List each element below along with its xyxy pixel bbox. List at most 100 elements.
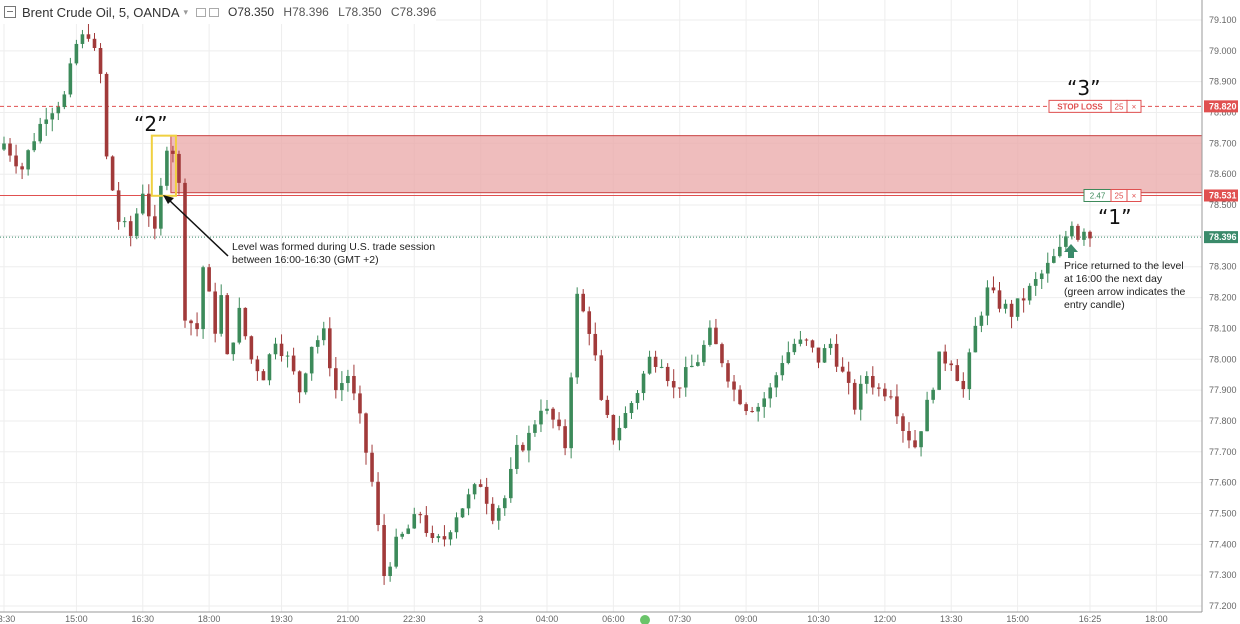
candle-body [623,413,628,428]
time-tick-label: 10:30 [807,614,830,624]
candle-body [309,346,314,374]
candle-body [702,344,706,363]
position-qty[interactable]: 25 [1115,191,1124,200]
candle-body [557,419,561,427]
candle-body [430,533,435,539]
candle-body [466,494,471,509]
candle-body [147,193,151,217]
annotation-label-3: “3” [1067,76,1101,100]
candle-body [822,348,827,363]
candle-body [943,351,947,364]
candle-body [1082,231,1086,240]
candle-body [1064,236,1068,247]
candle-body [515,444,519,469]
chevron-down-icon[interactable]: ▾ [183,6,189,17]
candle-body [629,403,634,414]
candle-body [641,373,646,394]
candle-body [901,416,905,432]
time-tick-label: 15:00 [1006,614,1029,624]
candle-body [134,213,139,236]
candle-body [171,150,175,154]
candle-body [128,221,133,236]
price-tick-label: 79.000 [1209,46,1237,56]
candle-body [315,340,320,347]
indicator-icon[interactable] [209,7,220,17]
candle-body [768,387,773,399]
price-tick-label: 77.600 [1209,478,1237,488]
symbol-title[interactable]: Brent Crude Oil, 5, OANDA [22,4,180,20]
candle-body [913,440,917,448]
position-close-button[interactable]: × [1132,191,1137,200]
candle-body [871,376,875,388]
candle-body [364,413,368,453]
candle-body [352,375,356,394]
candle-body [665,366,670,382]
time-tick-label: 22:30 [403,614,426,624]
chart-grid [0,0,1202,612]
settings-icon[interactable] [196,7,207,17]
close-value: C78.396 [390,5,437,19]
candle-body [484,486,489,504]
candle-body [237,307,242,343]
time-tick-label: 09:00 [735,614,758,624]
candle-body [720,344,724,364]
candle-body [563,426,567,449]
candle-body [74,43,79,64]
candle-body [225,295,230,355]
candle-body [810,340,815,348]
candle-body [328,328,332,369]
entry-arrow-shape [1064,244,1078,258]
candle-body [388,566,392,577]
time-tick-label: 19:30 [270,614,293,624]
current-price-label: 78.396 [1209,232,1237,242]
candle-body [949,363,954,366]
candle-body [931,389,935,400]
candle-body [321,328,326,341]
high-value: H78.396 [283,5,329,19]
candle-body [738,389,742,405]
candle-body [750,411,754,413]
candle-body [708,327,712,345]
candle-body [997,290,1002,309]
stop-close-button[interactable]: × [1132,102,1137,111]
candle-body [864,376,869,384]
time-tick-label: 16:25 [1079,614,1102,624]
candle-body [1070,225,1074,237]
candle-body [1088,231,1092,239]
collapse-icon[interactable] [4,6,16,18]
candle-body [683,367,688,388]
candle-body [207,267,211,292]
candle-body [1003,303,1008,309]
stop-loss-label[interactable]: STOP LOSS [1057,102,1103,111]
resistance-zone [170,135,1203,194]
candle-body [358,393,362,414]
candle-body [599,355,604,400]
candle-body [816,347,821,363]
position-pl[interactable]: 2.47 [1090,191,1106,200]
candle-body [539,410,543,425]
price-tick-label: 78.900 [1209,77,1237,87]
candle-body [478,484,483,487]
candle-body [412,514,417,529]
level-price-label: 78.531 [1209,190,1237,200]
candle-body [846,371,851,383]
time-tick-label: 3 [478,614,483,624]
candle-body [394,536,398,567]
time-tick-label: 12:00 [874,614,897,624]
candle-body [195,323,199,330]
price-tick-label: 78.300 [1209,262,1237,272]
candle-body [255,359,260,372]
candle-body [671,381,676,388]
candle-body [334,368,338,391]
candle-body [177,153,181,183]
candle-body [159,185,163,229]
price-tick-label: 77.800 [1209,416,1237,426]
candle-body [581,293,585,312]
candle-body [26,150,30,170]
candle-body [400,533,404,537]
axis-background [1202,0,1240,624]
stop-qty[interactable]: 25 [1115,102,1124,111]
pointer-arrow-icon [163,195,229,257]
price-tick-label: 78.000 [1209,354,1237,364]
